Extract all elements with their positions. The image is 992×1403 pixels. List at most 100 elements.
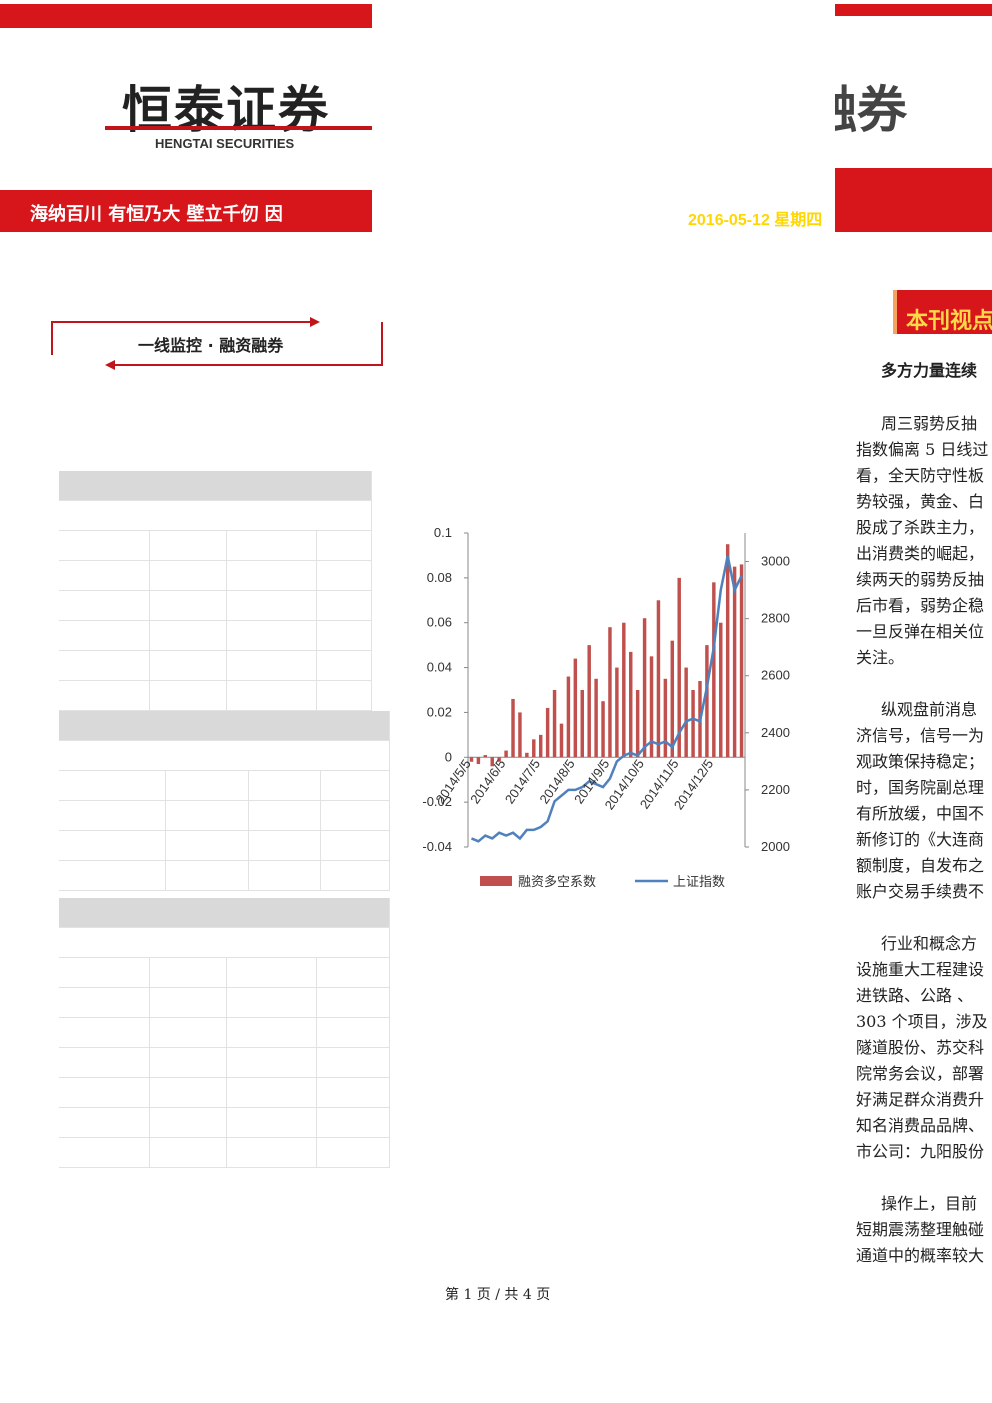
table-cell	[317, 1108, 390, 1138]
text-line: 纵观盘前消息	[881, 700, 978, 719]
table-cell	[227, 1018, 317, 1048]
bar	[739, 564, 744, 758]
table-cell	[59, 561, 150, 591]
text-line: 股成了杀跌主力，	[856, 518, 985, 537]
table-cell	[321, 771, 390, 801]
text-line: 短期震荡整理触碰	[856, 1220, 985, 1239]
chart: -0.04 -0.02 0 0.02 0.04 0.06 0.08 0.1 2000 2200 24…	[422, 525, 790, 889]
bar	[525, 752, 529, 758]
bar	[552, 690, 557, 758]
table-cell	[150, 1018, 227, 1048]
header-left: 恒泰证券 HENGTAI SECURITIES 海纳百川 有恒乃大 壁立千仞 因	[0, 0, 372, 240]
text-line: 303 个项目，涉及	[856, 1012, 988, 1031]
table-cell	[150, 621, 227, 651]
y2-tick-label: 2200	[761, 782, 790, 797]
footer: 第 1 页 / 共 4 页	[445, 1287, 551, 1303]
table-cell	[227, 621, 317, 651]
bar	[497, 757, 501, 762]
y-tick-label: -0.04	[422, 839, 452, 854]
legend-swatch	[480, 876, 512, 886]
table-cell	[249, 831, 321, 861]
y2-tick-label: 2600	[761, 668, 790, 683]
text-line: 额制度，自发布之	[856, 856, 985, 875]
table-cell	[59, 1108, 150, 1138]
red-band	[0, 4, 372, 28]
table-cell	[317, 651, 372, 681]
red-band	[835, 4, 992, 16]
table-cell	[59, 621, 150, 651]
y-tick-label: 0.1	[434, 525, 452, 540]
bar	[580, 690, 584, 758]
logo: 恒泰证券	[122, 81, 330, 139]
bar	[559, 723, 564, 758]
table-cell	[59, 1138, 150, 1168]
table-cell	[227, 958, 317, 988]
y-tick-label: 0.08	[427, 570, 452, 585]
text-line: 账户交易手续费不	[856, 882, 985, 901]
table-header	[59, 471, 372, 501]
text-line: 操作上，目前	[881, 1194, 978, 1213]
text-line: 有所放缓，中国不	[856, 804, 985, 823]
text-line: 周三弱势反抽	[881, 414, 978, 433]
bar	[573, 658, 578, 758]
text-line: 时，国务院副总理	[856, 778, 985, 797]
text-line: 市公司：九阳股份	[856, 1142, 985, 1161]
table-cell	[59, 1018, 150, 1048]
table-cell	[150, 681, 227, 711]
text-line: 知名消费品品牌、	[856, 1116, 985, 1135]
bar	[490, 757, 494, 767]
bar	[615, 667, 619, 758]
y-tick-label: 0	[445, 749, 452, 764]
bar	[635, 690, 640, 758]
table-cell	[150, 591, 227, 621]
bar	[532, 739, 536, 758]
table-cell	[321, 831, 390, 861]
bar	[677, 577, 681, 758]
header-right: 融券	[835, 0, 992, 240]
bar	[670, 640, 675, 758]
brand: 融券	[835, 81, 907, 139]
y2-tick-label: 2000	[761, 839, 790, 854]
table-cell	[59, 1048, 150, 1078]
table-cell	[227, 651, 317, 681]
table-cell	[317, 988, 390, 1018]
table-cell	[59, 861, 166, 891]
table-cell	[317, 621, 372, 651]
table-cell	[59, 958, 150, 988]
box-frame	[51, 317, 383, 370]
table-cell	[249, 801, 321, 831]
bar	[587, 645, 591, 758]
bar	[566, 676, 571, 758]
table-cell	[317, 1018, 390, 1048]
text-line: 后市看，弱势企稳	[856, 596, 985, 615]
bar	[483, 755, 488, 758]
table-header	[59, 898, 390, 928]
logo-underline	[105, 126, 372, 130]
table-cell	[317, 561, 372, 591]
date: 2016-05-12 星期四	[688, 212, 823, 229]
table-cell	[150, 531, 227, 561]
box-title: 一线监控 · 融资融券	[138, 336, 284, 355]
text-line: 关注。	[856, 648, 905, 667]
table-row	[59, 501, 372, 531]
table-cell	[317, 591, 372, 621]
table-cell	[59, 681, 150, 711]
bar	[712, 582, 716, 758]
bar	[538, 734, 543, 758]
bar	[476, 757, 481, 765]
table-cell	[59, 988, 150, 1018]
table-cell	[166, 861, 249, 891]
table-cell	[150, 958, 227, 988]
bar	[732, 566, 737, 758]
y-tick-label: 0.06	[427, 615, 452, 630]
text-line: 院常务会议，部署	[856, 1064, 985, 1083]
table-cell	[150, 988, 227, 1018]
table-cell	[227, 1078, 317, 1108]
table-cell	[249, 861, 321, 891]
table-cell	[150, 561, 227, 591]
y-tick-label: 0.02	[427, 704, 452, 719]
table-cell	[227, 1138, 317, 1168]
bar	[649, 656, 654, 758]
table-cell	[166, 801, 249, 831]
table-cell	[227, 988, 317, 1018]
